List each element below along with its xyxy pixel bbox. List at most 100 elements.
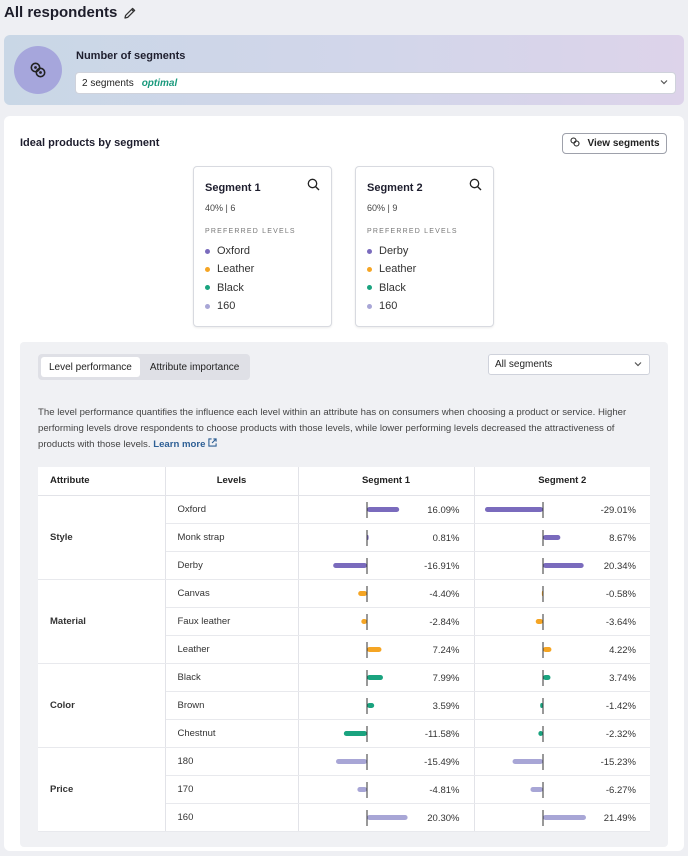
table-row: Leather 7.24% 4.22%: [38, 635, 650, 664]
list-item: 160: [367, 297, 416, 315]
table-row: Style Oxford 16.09% -29.01%: [38, 495, 650, 580]
search-icon[interactable]: [469, 178, 482, 196]
preferred-levels-label: PREFERRED LEVELS: [205, 228, 296, 235]
value-bar: [360, 618, 367, 624]
level-label: 160: [217, 300, 236, 313]
attribute-cell: Color: [38, 663, 166, 748]
bar-chart: [332, 557, 367, 574]
column-header-attribute: Attribute: [38, 467, 166, 496]
bar-chart: [542, 669, 550, 686]
value-bar: [537, 730, 543, 736]
bar-chart: [537, 725, 543, 742]
level-cell: Leather: [165, 635, 299, 664]
tab-attribute-importance[interactable]: Attribute importance: [149, 361, 240, 373]
level-cell: 170: [165, 775, 299, 804]
table-body: Style Oxford 16.09% -29.01% Monk strap 0.81% 8…: [38, 495, 650, 832]
edit-pencil-icon[interactable]: [123, 6, 137, 20]
bar-chart: [542, 529, 560, 546]
level-label: Leather: [217, 263, 255, 276]
level-cell: Black: [165, 663, 299, 692]
list-item: Leather: [205, 260, 254, 278]
page-title: All respondents: [4, 4, 118, 21]
bar-chart: [366, 697, 374, 714]
table-row: Brown 3.59% -1.42%: [38, 691, 650, 720]
description-text: The level performance quantifies the inf…: [38, 407, 627, 450]
level-cell: 180: [165, 747, 299, 776]
tab-level-performance[interactable]: Level performance: [41, 357, 140, 377]
percent-label: -2.84%: [429, 616, 460, 628]
percent-label: -3.64%: [605, 616, 636, 628]
percent-label: -2.32%: [605, 728, 636, 740]
bar-chart: [542, 641, 551, 658]
table-header-row: Attribute Levels Segment 1 Segment 2: [38, 467, 650, 496]
segment-card-2: Segment 2 60% | 9 PREFERRED LEVELS Derby…: [355, 166, 494, 327]
learn-more-link[interactable]: Learn more: [153, 438, 217, 450]
view-segments-label: View segments: [587, 138, 660, 149]
segment-1-cell: 7.24%: [298, 635, 475, 664]
bar-chart: [366, 641, 381, 658]
learn-more-label: Learn more: [153, 439, 206, 450]
ideal-products-card: Ideal products by segment View segments …: [4, 116, 684, 851]
segment-1-cell: -11.58%: [298, 719, 475, 748]
segment-1-cell: -15.49%: [298, 747, 475, 776]
segment-1-cell: -2.84%: [298, 607, 475, 636]
view-segments-button[interactable]: View segments: [562, 133, 667, 154]
segment-1-cell: -4.81%: [298, 775, 475, 804]
segments-select[interactable]: 2 segments optimal: [75, 72, 676, 94]
value-bar: [539, 702, 543, 708]
bar-chart: [535, 613, 543, 630]
segment-card-stats: 60% | 9: [367, 203, 398, 213]
percent-label: -0.58%: [605, 588, 636, 600]
level-label: Oxford: [217, 245, 251, 258]
level-label: Derby: [379, 245, 409, 258]
list-item: Derby: [367, 242, 416, 260]
percent-label: 3.59%: [432, 700, 460, 712]
percent-label: 7.24%: [432, 644, 460, 656]
value-bar: [366, 674, 383, 680]
percent-label: -1.42%: [605, 700, 636, 712]
bar-chart: [366, 669, 383, 686]
level-dot: [205, 266, 210, 272]
level-cell: Canvas: [165, 579, 299, 608]
attribute-cell: Style: [38, 495, 166, 580]
segments-label: Number of segments: [76, 50, 186, 62]
bar-chart: [541, 585, 543, 602]
bar-chart: [542, 557, 584, 574]
segment-1-cell: 20.30%: [298, 803, 475, 832]
percent-label: -15.49%: [424, 756, 460, 768]
percent-label: 21.49%: [603, 812, 636, 824]
level-dot: [367, 248, 372, 254]
list-item: Black: [205, 279, 254, 297]
list-item: Leather: [367, 260, 416, 278]
table-row: Monk strap 0.81% 8.67%: [38, 523, 650, 552]
bar-chart: [356, 781, 367, 798]
optimal-badge: optimal: [141, 77, 178, 89]
percent-label: -16.91%: [424, 560, 460, 572]
value-bar: [542, 562, 584, 568]
level-cell: Derby: [165, 551, 299, 580]
segment-1-cell: -16.91%: [298, 551, 475, 580]
bar-chart: [360, 613, 367, 630]
level-cell: 160: [165, 803, 299, 832]
value-bar: [542, 534, 560, 540]
value-bar: [366, 506, 399, 512]
value-bar: [332, 562, 367, 568]
list-item: 160: [205, 297, 254, 315]
value-bar: [357, 590, 367, 596]
value-bar: [366, 702, 374, 708]
performance-panel: Level performance Attribute importance A…: [20, 342, 668, 847]
percent-label: 0.81%: [432, 532, 460, 544]
segment-card-1: Segment 1 40% | 6 PREFERRED LEVELS Oxfor…: [193, 166, 332, 327]
value-bar: [366, 646, 381, 652]
level-label: Black: [217, 281, 244, 294]
percent-label: 4.22%: [609, 644, 636, 656]
percent-label: 20.30%: [427, 812, 460, 824]
percent-label: 7.99%: [432, 672, 460, 684]
column-header-segment-2: Segment 2: [474, 467, 650, 496]
search-icon[interactable]: [307, 178, 320, 196]
level-dot: [367, 266, 372, 272]
segment-filter-select[interactable]: All segments: [488, 354, 650, 375]
percent-label: 3.74%: [609, 672, 636, 684]
value-bar: [542, 674, 550, 680]
segment-1-cell: 0.81%: [298, 523, 475, 552]
